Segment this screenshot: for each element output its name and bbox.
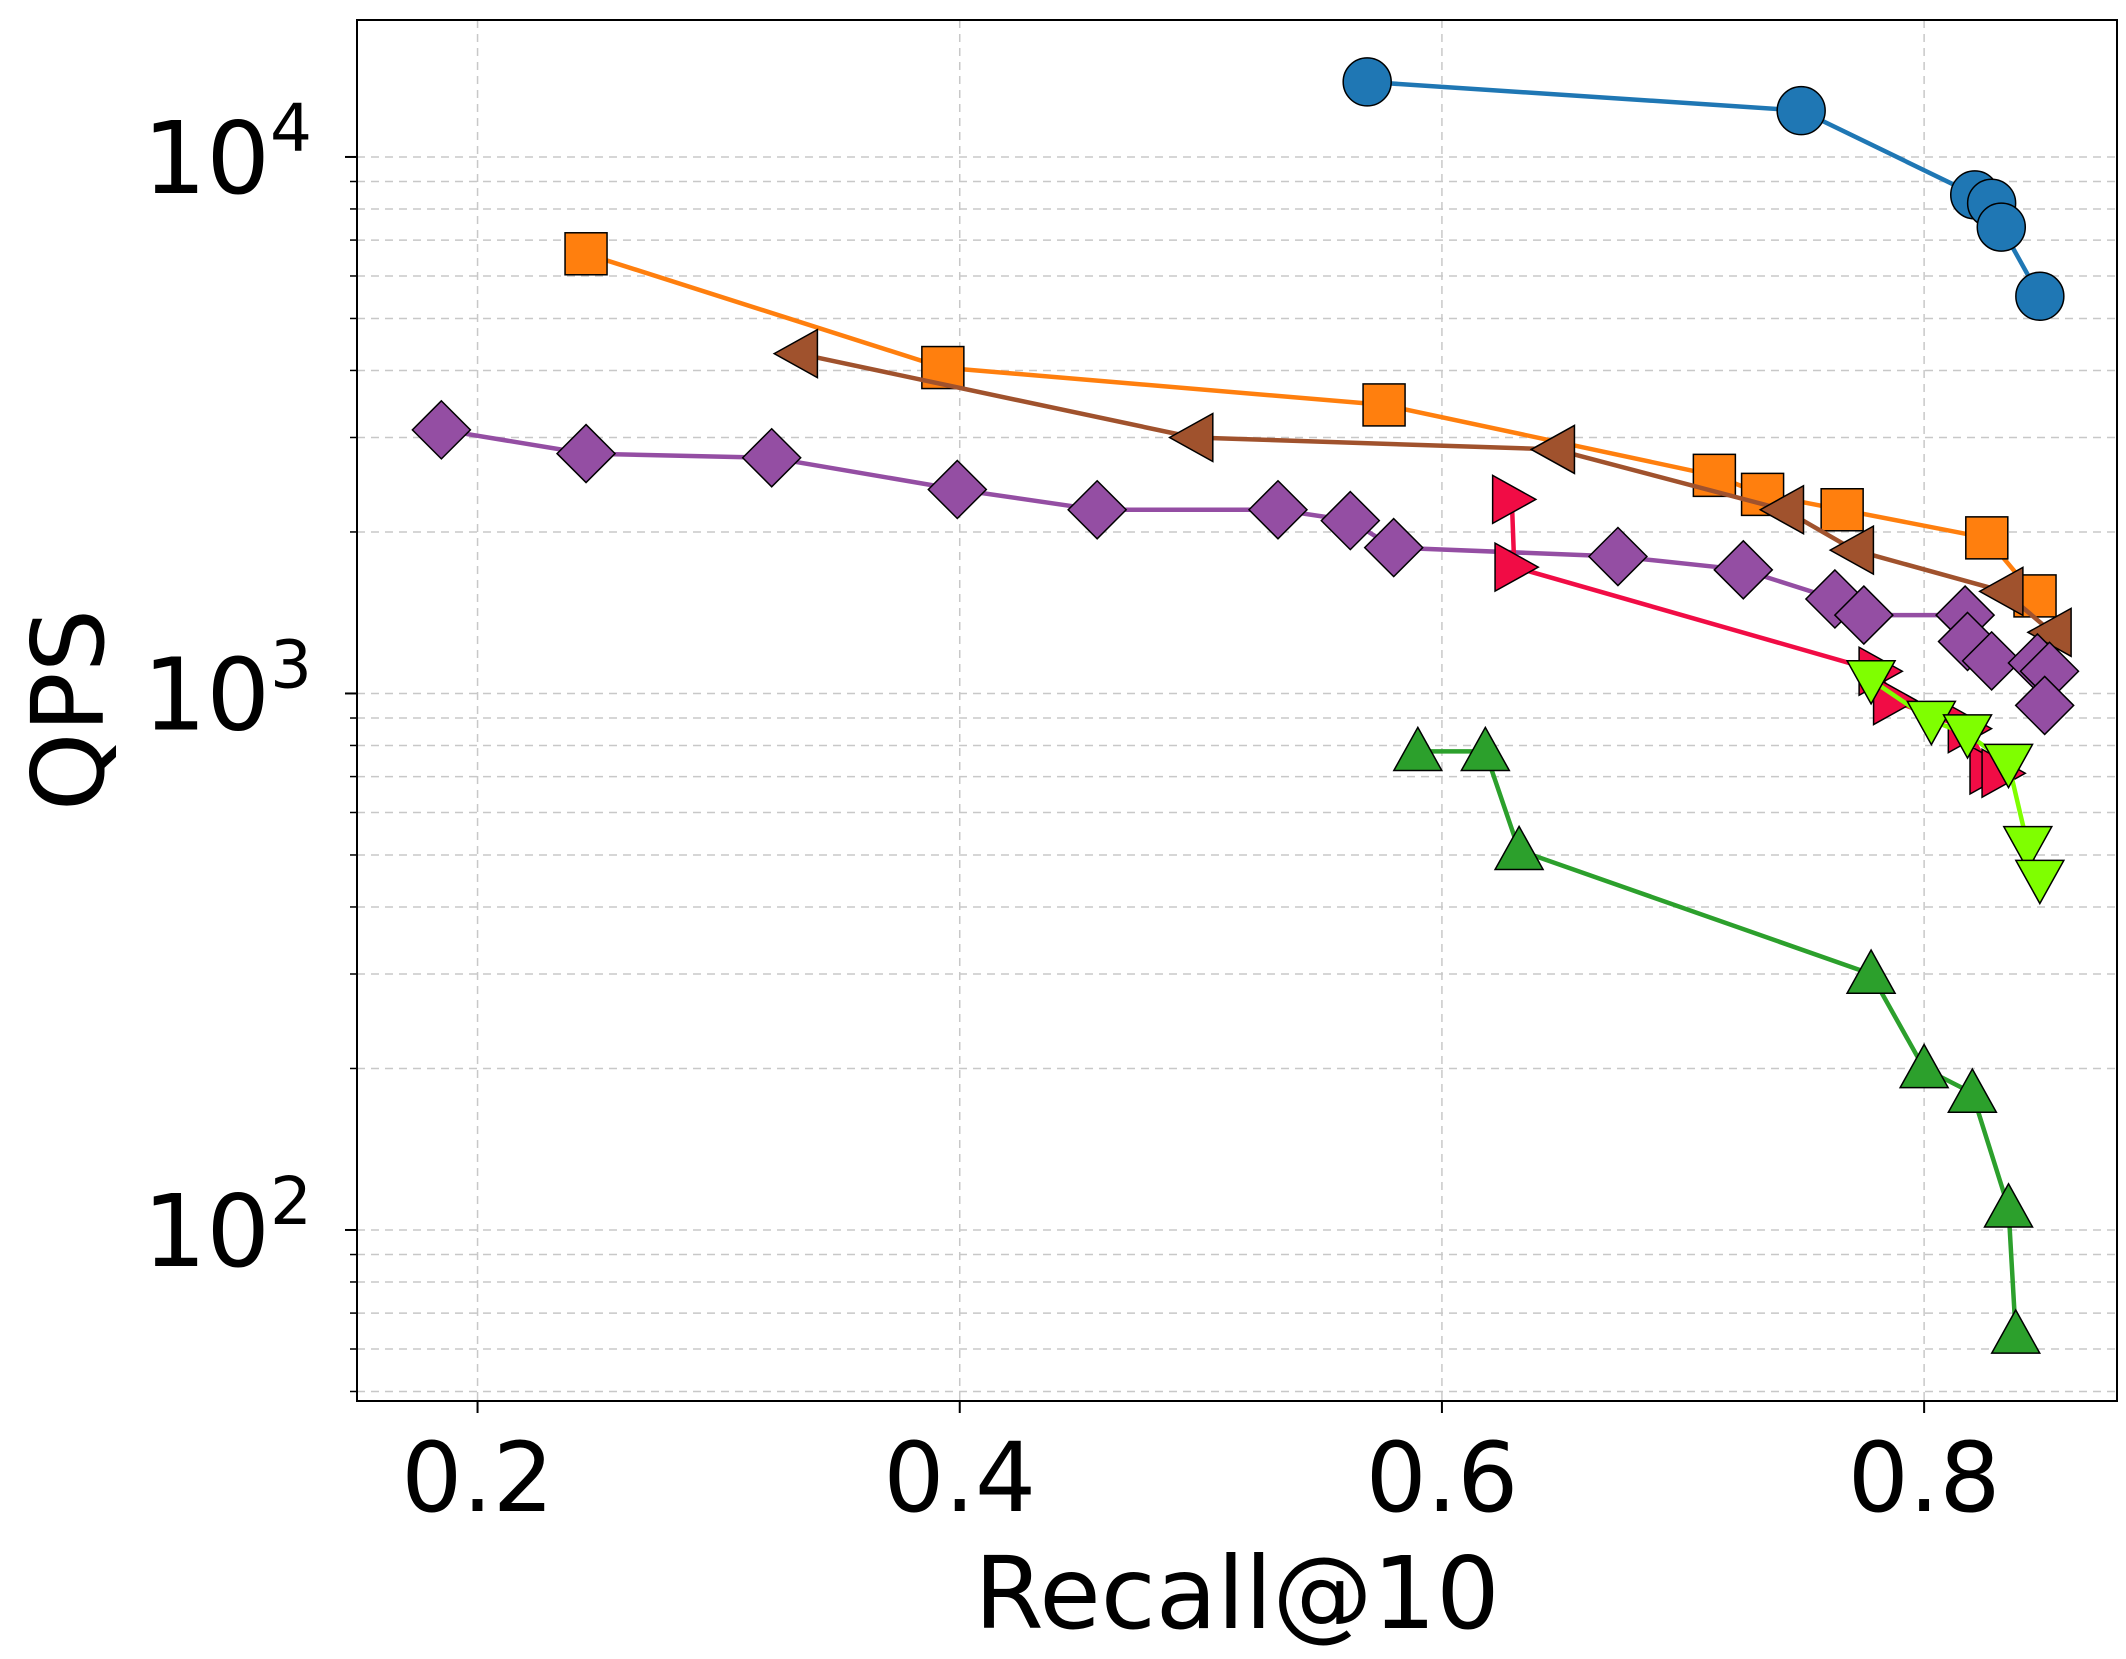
purple-diamond-point [1363, 517, 1424, 578]
x-tick-label: 0.4 [883, 1422, 1036, 1534]
series-brown-triangle-left [772, 328, 2072, 658]
lime-triangle-down-point [1906, 700, 1957, 747]
green-triangle-up-point [1392, 725, 1444, 772]
x-tick-label: 0.2 [401, 1422, 554, 1534]
x-tick-labels: 0.2 0.4 0.6 0.8 [401, 1422, 2000, 1534]
brown-triangle-left-point [772, 328, 819, 379]
brown-triangle-left-point [1828, 524, 1875, 576]
series-green-triangle-up [1392, 725, 2042, 1354]
orange-square-point [564, 232, 608, 276]
y-tick-label-exponent: 3 [270, 626, 312, 703]
green-triangle-up-point [1460, 725, 1511, 772]
lime-triangle-down-point [2002, 825, 2054, 872]
axis-ticks [345, 155, 1926, 1413]
blue-circle-point [2015, 271, 2065, 322]
x-tick-label: 0.8 [1848, 1422, 2001, 1534]
purple-diamond-point [1713, 539, 1774, 600]
y-tick-label-base: 10 [143, 1173, 270, 1290]
green-triangle-up-point [1493, 824, 1545, 871]
series-blue-circle [1342, 57, 2065, 322]
green-triangle-up-point [1990, 1308, 2042, 1354]
green-triangle-up-point [1983, 1182, 2034, 1228]
red-triangle-right-point [1494, 541, 1540, 593]
purple-diamond-point [741, 427, 802, 488]
brown-triangle-left-point [1168, 412, 1214, 463]
brown-triangle-left-point [1978, 566, 2024, 617]
orange-square-point [1965, 516, 2009, 560]
green-triangle-up-point [1845, 948, 1897, 994]
lime-triangle-down-point [2014, 859, 2066, 906]
brown-triangle-left-point [1758, 484, 1805, 536]
blue-circle-point [1342, 57, 1392, 107]
y-axis-title: QPS [10, 609, 127, 812]
series-layer [411, 57, 2080, 1354]
lime-triangle-down-point [1942, 714, 1993, 760]
blue-circle-point [1976, 202, 2027, 252]
purple-diamond-point [1067, 479, 1128, 540]
y-tick-label-base: 10 [143, 636, 270, 753]
lime-triangle-down-point [1983, 743, 2034, 790]
purple-diamond-point [1247, 479, 1309, 540]
series-lime-triangle-down [1845, 659, 2066, 906]
orange-square-line [585, 251, 2037, 598]
red-triangle-right-point [1491, 474, 1538, 525]
x-tick-label: 0.6 [1366, 1422, 1519, 1534]
series-orange-square [564, 232, 2057, 618]
purple-diamond-point [411, 399, 472, 460]
y-tick-label: 102 [143, 1163, 312, 1290]
green-triangle-up-point [1898, 1042, 1950, 1089]
purple-diamond-point [1833, 585, 1894, 646]
purple-diamond-point [1320, 490, 1381, 551]
purple-diamond-point [1961, 630, 2022, 691]
purple-diamond-point [555, 423, 617, 484]
lime-triangle-down-point [1845, 659, 1897, 706]
brown-triangle-left-point [1529, 424, 1576, 475]
green-triangle-up-point [1947, 1067, 1998, 1113]
purple-diamond-point [1587, 526, 1648, 587]
y-tick-label-exponent: 2 [270, 1163, 312, 1240]
blue-circle-point [1776, 85, 1826, 136]
x-axis-title: Recall@10 [974, 1535, 1500, 1652]
y-tick-label-exponent: 4 [270, 90, 312, 167]
y-tick-label-base: 10 [143, 100, 270, 217]
purple-diamond-point [927, 459, 988, 520]
y-tick-label: 103 [143, 626, 312, 753]
series-purple-diamond [411, 399, 2080, 736]
orange-square-point [1820, 488, 1864, 532]
y-tick-label: 104 [143, 90, 312, 217]
purple-diamond-point [2014, 675, 2075, 736]
orange-square-point [1362, 383, 1406, 427]
plot-area [357, 20, 2117, 1401]
plot-frame [356, 19, 2118, 1402]
